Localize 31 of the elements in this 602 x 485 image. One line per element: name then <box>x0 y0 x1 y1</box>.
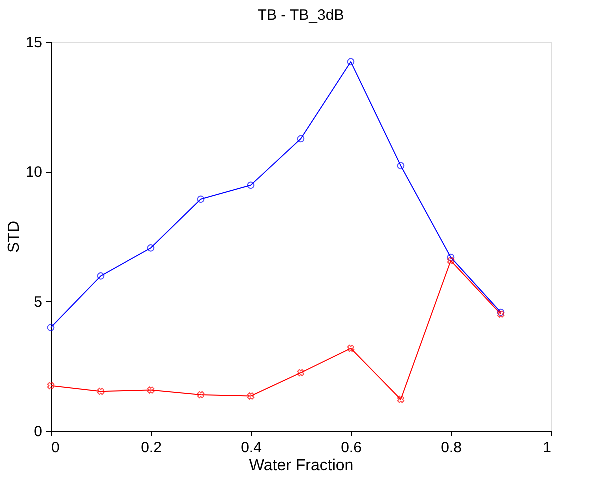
point <box>397 396 405 404</box>
point <box>97 388 105 396</box>
point <box>347 344 355 352</box>
point <box>247 182 255 190</box>
point <box>297 135 305 143</box>
point <box>297 369 305 377</box>
point <box>397 162 405 170</box>
point <box>147 386 155 394</box>
x-tick-label: 0 <box>52 440 60 456</box>
point <box>347 58 355 66</box>
point <box>97 272 105 280</box>
x-tick-label: 0.6 <box>341 440 362 456</box>
x-tick-label: 0.4 <box>241 440 262 456</box>
point <box>47 382 55 390</box>
x-tick-label: 1 <box>543 440 552 456</box>
point <box>147 244 155 252</box>
y-tick-label: 0 <box>34 424 42 440</box>
point <box>447 257 455 265</box>
point <box>197 391 205 399</box>
point <box>47 324 55 332</box>
x-tick-label: 0.2 <box>141 440 162 456</box>
x-axis-title: Water Fraction <box>249 458 354 474</box>
y-tick-label: 15 <box>26 34 42 52</box>
y-tick-label: 10 <box>26 164 42 182</box>
point <box>197 196 205 204</box>
chart-title: TB - TB_3dB <box>258 7 344 24</box>
x-tick-label: 0.8 <box>441 440 462 456</box>
y-tick-label: 5 <box>34 294 42 311</box>
point <box>247 392 255 400</box>
y-axis-title: STD <box>6 221 23 253</box>
point <box>447 254 455 262</box>
